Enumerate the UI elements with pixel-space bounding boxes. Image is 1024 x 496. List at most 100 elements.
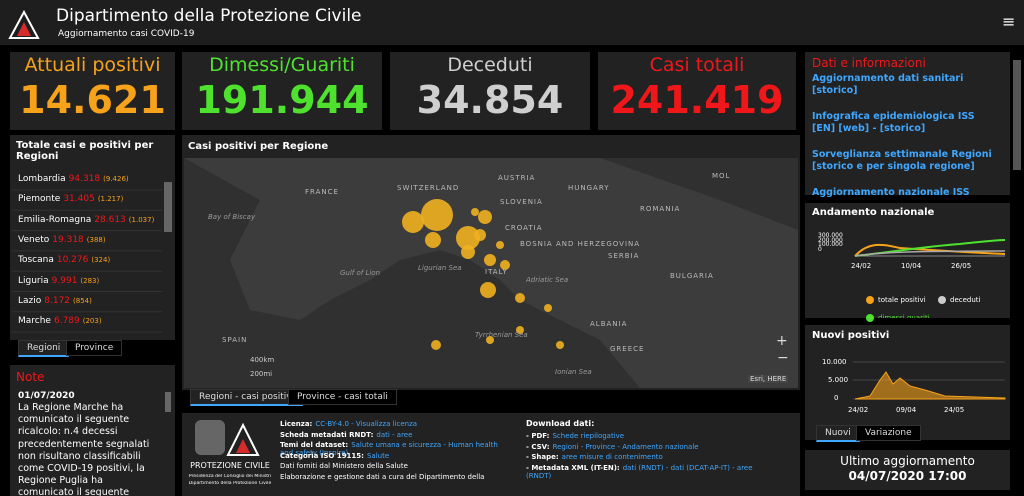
map-label: MOL <box>712 172 731 180</box>
scrollbar <box>164 182 172 232</box>
logo-text: Dipartimento della Protezione Civile <box>188 481 272 486</box>
map-label: Tyrrhenian Sea <box>475 331 528 339</box>
zoom-out[interactable]: − <box>777 350 789 366</box>
tab[interactable]: Variazione <box>856 425 921 441</box>
legend-dot <box>866 296 874 304</box>
panel <box>10 52 175 130</box>
bubble <box>425 232 441 248</box>
region-row: Veneto 19.318 (388) <box>18 235 106 245</box>
bubble <box>480 282 496 298</box>
info-link[interactable]: Aggiornamento nazionale ISS <box>812 187 970 198</box>
tab[interactable]: Province - casi totali <box>288 389 397 405</box>
source-link[interactable]: dati (RNDT) - dati (DCAT-AP-IT) - aree (… <box>526 463 753 480</box>
region-name: Liguria <box>18 275 49 286</box>
source-label: Licenza: <box>280 420 313 428</box>
x-tick-label: 24/02 <box>848 406 869 414</box>
source-link[interactable]: Dati forniti dal Ministero della Salute <box>280 462 408 471</box>
map-attribution: Esri, HERE <box>748 375 789 383</box>
source-link[interactable]: Regioni - Province - Andamento nazionale <box>552 442 699 451</box>
download-title: Download dati: <box>526 419 595 428</box>
zoom-in[interactable]: + <box>776 333 788 349</box>
region-row: Emilia-Romagna 28.613 (1.037) <box>18 215 154 225</box>
source-link[interactable]: CC-BY-4.0 - Visualizza licenza <box>315 420 418 428</box>
legend-label: deceduti <box>950 296 981 304</box>
region-positive: (1.217) <box>97 195 124 204</box>
region-positive: (203) <box>82 317 102 326</box>
legend-label: dimessi guariti <box>878 314 930 318</box>
tab[interactable]: Nuovi <box>816 425 860 442</box>
map-label: Ligurian Sea <box>418 264 462 272</box>
region-positive: (388) <box>86 235 106 244</box>
x-tick-label: 09/04 <box>896 406 917 414</box>
map-label: SPAIN <box>222 336 248 344</box>
source-link[interactable]: Elaborazione e gestione dati a cura del … <box>280 473 485 481</box>
source-link[interactable]: aree misure di contenimento <box>561 453 663 462</box>
region-name: Emilia-Romagna <box>18 214 92 225</box>
region-row: Marche 6.789 (203) <box>18 316 102 326</box>
y-tick-label: 300.000 <box>818 232 843 239</box>
y-tick-label: 0 <box>818 245 822 253</box>
source-label: Scheda metadati RNDT: <box>280 430 374 439</box>
bubble <box>456 226 480 250</box>
logo-text: PROTEZIONE CIVILE <box>190 461 270 470</box>
note-title: Note <box>16 370 45 384</box>
source-label: - CSV: <box>526 442 550 451</box>
region-name: Veneto <box>18 234 50 245</box>
source-label: - Shape: <box>526 453 559 462</box>
bubble <box>496 241 504 249</box>
map-label: BULGARIA <box>670 272 714 280</box>
info-link[interactable]: Sorveglianza settimanale Regioni [storic… <box>812 149 992 172</box>
source-link[interactable]: Salute <box>366 451 390 460</box>
region-total: 10.276 <box>56 255 89 266</box>
source-line: Scheda metadati RNDT: dati - aree <box>280 431 510 439</box>
source-link[interactable]: Salute umana e sicurezza - Human health … <box>280 441 498 458</box>
panel <box>805 52 1010 195</box>
source-label: Categoria ISO 19115: <box>280 451 364 460</box>
region-total: 6.789 <box>53 316 80 327</box>
region-row: Lombardia 94.318 (9.426) <box>18 174 129 184</box>
line <box>854 250 1006 257</box>
bubble <box>486 336 494 344</box>
stat-label: Deceduti <box>447 54 533 76</box>
region-row: Liguria 9.991 (283) <box>18 276 99 286</box>
source-line: Licenza: CC-BY-4.0 - Visualizza licenza <box>280 420 510 428</box>
map-label: ITALY <box>485 268 508 276</box>
region-positive: (1.037) <box>128 215 155 224</box>
scrollbar <box>165 392 171 412</box>
panel <box>598 52 796 130</box>
region-name: Toscana <box>18 255 54 266</box>
region-name: Piemonte <box>18 194 61 205</box>
region-total: 28.613 <box>94 214 126 225</box>
source-line: - Shape: aree misure di contenimento <box>526 453 756 461</box>
nuovi-title: Nuovi positivi <box>812 330 890 341</box>
area <box>854 371 1006 400</box>
stat-value: 241.419 <box>610 78 784 122</box>
source-link[interactable]: Schede riepilogative <box>552 432 625 440</box>
regions-title: Totale casi e positivi per Regioni <box>16 140 154 162</box>
source-line: - PDF: Schede riepilogative <box>526 432 756 440</box>
tab[interactable]: Province <box>66 340 123 356</box>
panel <box>182 413 800 496</box>
source-label: - PDF: <box>526 432 550 440</box>
source-link[interactable]: dati - aree <box>376 430 413 439</box>
panel <box>10 135 175 340</box>
y-tick-label: 10.000 <box>822 358 847 366</box>
logo-text: Presidenza del Consiglio dei Ministri <box>188 474 272 479</box>
map-label: Adriatic Sea <box>526 276 569 284</box>
legend-dot <box>938 296 946 304</box>
region-name: Marche <box>18 316 51 327</box>
region-name: Lazio <box>18 295 42 306</box>
logo <box>17 22 31 36</box>
region-positive: (324) <box>91 256 111 265</box>
info-link[interactable]: Infografica epidemiologica ISS [EN] [web… <box>812 111 975 134</box>
legend-dot <box>866 314 874 322</box>
legend-label: totale positivi <box>878 296 926 304</box>
menu[interactable]: ≡ <box>1002 12 1016 31</box>
info-title: Dati e informazioni <box>812 56 926 70</box>
tab[interactable]: Regioni <box>18 340 70 357</box>
info-link[interactable]: Aggiornamento dati sanitari [storico] <box>812 73 964 96</box>
region-total: 8.172 <box>44 295 71 306</box>
source-line: Elaborazione e gestione dati a cura del … <box>280 473 510 481</box>
tab[interactable]: Regioni - casi positivi <box>190 389 304 406</box>
region-positive: (854) <box>73 296 92 305</box>
